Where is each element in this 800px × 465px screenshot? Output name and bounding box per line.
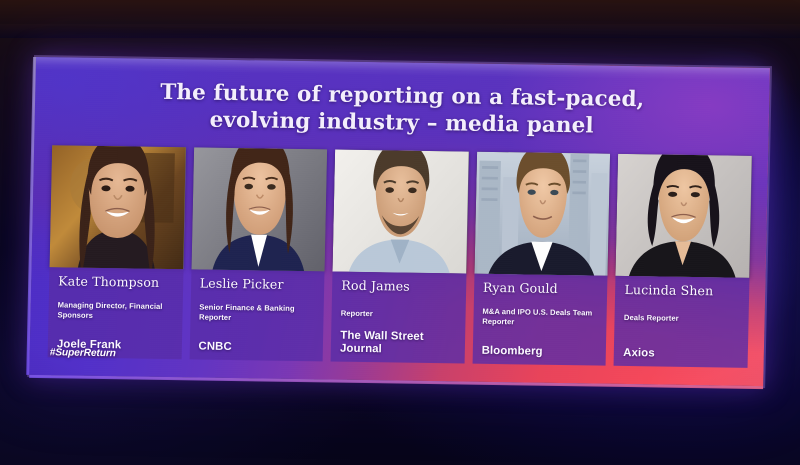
panelist-card: Kate Thompson Managing Director, Financi… — [47, 145, 186, 360]
headshot-ryan-gould — [474, 151, 611, 276]
panelist-info: Lucinda Shen Deals Reporter Axios — [613, 275, 750, 368]
event-hashtag: #SuperReturn — [49, 347, 116, 360]
panelist-card: Lucinda Shen Deals Reporter Axios — [613, 153, 753, 368]
panelist-info: Rod James Reporter The Wall Street Journ… — [330, 271, 467, 364]
panelist-role: Deals Reporter — [623, 312, 679, 323]
panelist-name: Leslie Picker — [199, 275, 284, 292]
panelist-org: CNBC — [198, 340, 232, 353]
panelist-org: The Wall Street Journal — [339, 329, 424, 356]
panelist-info: Ryan Gould M&A and IPO U.S. Deals Team R… — [472, 273, 608, 366]
panelist-row: Kate Thompson Managing Director, Financi… — [47, 145, 753, 368]
panelist-org: Axios — [623, 346, 655, 360]
headshot-kate-thompson — [49, 145, 186, 270]
panelist-card: Rod James Reporter The Wall Street Journ… — [330, 149, 469, 364]
panelist-role: Managing Director, Financial Sponsors — [57, 300, 163, 320]
panelist-role: Reporter — [340, 308, 373, 318]
panelist-name: Rod James — [341, 277, 411, 294]
headshot-lucinda-shen — [615, 153, 753, 278]
panelist-name: Ryan Gould — [482, 279, 558, 296]
panelist-info: Kate Thompson Managing Director, Financi… — [47, 267, 184, 360]
panelist-name: Kate Thompson — [58, 273, 160, 290]
panelist-card: Ryan Gould M&A and IPO U.S. Deals Team R… — [472, 151, 611, 366]
panelist-org: Bloomberg — [481, 344, 543, 358]
presentation-slide: The future of reporting on a fast-paced,… — [29, 57, 770, 387]
panelist-info: Leslie Picker Senior Finance & Banking R… — [189, 269, 325, 362]
panelist-role: M&A and IPO U.S. Deals Team Reporter — [482, 306, 593, 326]
panelist-name: Lucinda Shen — [624, 281, 714, 299]
panelist-card: Leslie Picker Senior Finance & Banking R… — [189, 147, 328, 362]
ceiling-band — [0, 0, 800, 26]
headshot-leslie-picker — [191, 147, 328, 272]
page-title: The future of reporting on a fast-paced,… — [34, 77, 769, 143]
panelist-role: Senior Finance & Banking Reporter — [199, 302, 295, 322]
ceiling-band-secondary — [0, 24, 800, 38]
headshot-rod-james — [332, 149, 469, 274]
projection-screen: The future of reporting on a fast-paced,… — [26, 54, 772, 390]
